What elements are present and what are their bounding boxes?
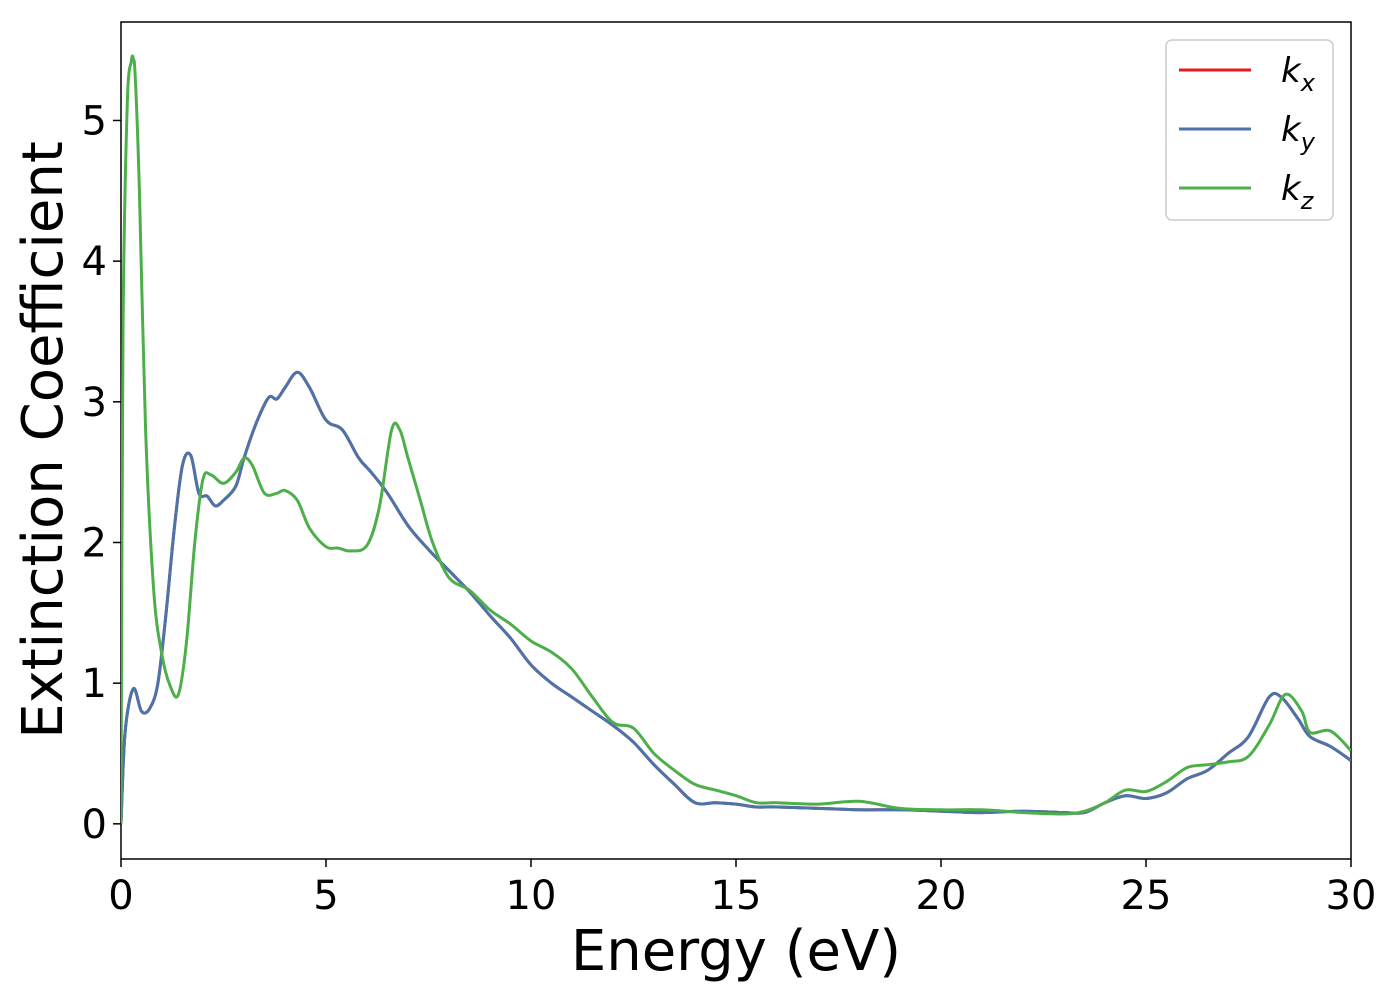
y-tick-label: 1 — [82, 661, 107, 707]
y-tick-label: 2 — [82, 520, 107, 566]
y-tick-label: 4 — [82, 239, 107, 285]
x-tick-label: 25 — [1121, 873, 1172, 919]
legend-label-ky: ky — [1281, 110, 1316, 156]
series-line-ky — [121, 370, 1351, 824]
x-tick-label: 20 — [916, 873, 967, 919]
y-tick-label: 3 — [82, 380, 107, 426]
x-axis-label: Energy (eV) — [571, 919, 901, 984]
x-tick-label: 15 — [711, 873, 762, 919]
y-tick-label: 0 — [82, 802, 107, 848]
x-tick-label: 10 — [506, 873, 557, 919]
x-tick-label: 0 — [108, 873, 133, 919]
series-line-kz — [121, 54, 1351, 824]
legend-label-kx: kx — [1281, 51, 1316, 97]
y-axis-ticks: 0 1 2 3 4 5 — [82, 98, 121, 848]
x-axis-ticks: 0 5 10 15 20 25 30 — [108, 859, 1376, 919]
legend: kx ky kz — [1165, 39, 1334, 221]
x-tick-label: 30 — [1326, 873, 1377, 919]
legend-label-kz: kz — [1281, 169, 1315, 215]
series-layer — [121, 54, 1351, 824]
series-line-kx — [121, 370, 1351, 824]
y-axis-label: Extinction Coefficient — [11, 141, 76, 739]
x-tick-label: 5 — [313, 873, 338, 919]
y-tick-label: 5 — [82, 98, 107, 144]
